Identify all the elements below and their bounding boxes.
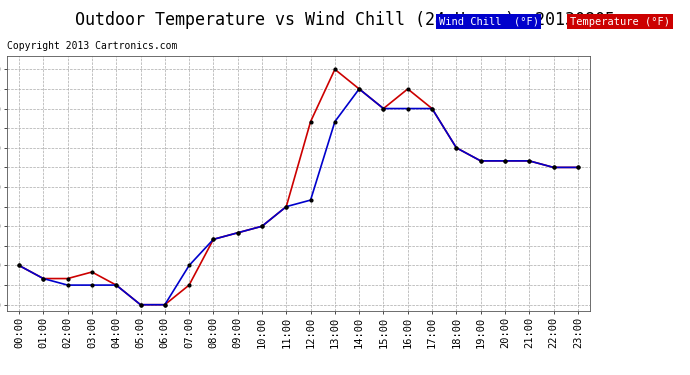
- Text: Temperature (°F): Temperature (°F): [570, 17, 670, 27]
- Text: Outdoor Temperature vs Wind Chill (24 Hours)  20130805: Outdoor Temperature vs Wind Chill (24 Ho…: [75, 11, 615, 29]
- Text: Copyright 2013 Cartronics.com: Copyright 2013 Cartronics.com: [7, 41, 177, 51]
- Text: Wind Chill  (°F): Wind Chill (°F): [439, 17, 539, 27]
